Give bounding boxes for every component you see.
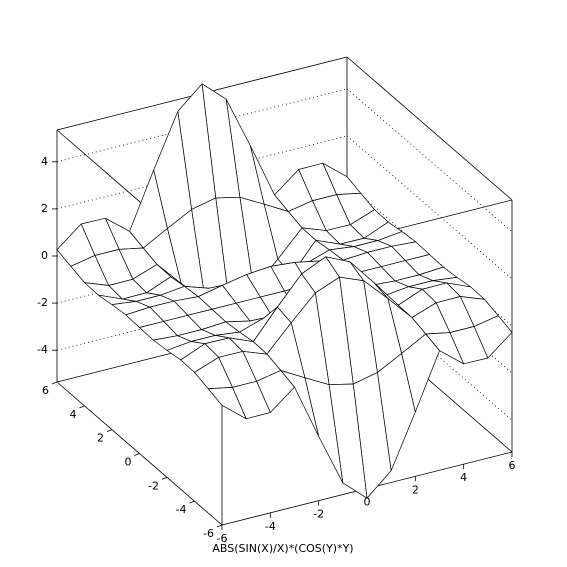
y-tick-label: 6 [42, 384, 49, 397]
grid-line [346, 135, 513, 280]
y-tick-label: -6 [203, 527, 214, 540]
x-tick-label: -4 [265, 520, 276, 533]
grid-line [346, 88, 513, 233]
z-tick-label: -4 [37, 343, 48, 356]
y-tick-label: -4 [176, 503, 187, 516]
y-tick [216, 524, 223, 528]
chart-title: ABS(SIN(X)/X)*(COS(Y)*Y) [212, 542, 353, 555]
y-tick [134, 453, 140, 456]
z-tick-label: -2 [37, 296, 48, 309]
box-edge [346, 56, 513, 201]
y-tick-label: 0 [125, 456, 132, 469]
y-tick-label: 2 [97, 432, 104, 445]
x-tick-label: -6 [217, 532, 228, 545]
surface-cell [207, 387, 247, 420]
x-tick-label: 6 [509, 459, 516, 472]
x-tick-label: 4 [460, 471, 467, 484]
y-tick-label: 4 [70, 408, 77, 421]
y-tick [189, 500, 195, 504]
y-tick [51, 381, 58, 385]
y-tick [106, 429, 113, 433]
y-tick-label: -2 [148, 479, 159, 492]
y-tick [79, 405, 85, 409]
z-tick-label: 2 [41, 202, 48, 215]
z-tick-label: 0 [41, 249, 48, 262]
x-tick-label: 2 [412, 483, 419, 496]
x-tick-label: -2 [313, 508, 324, 521]
x-tick-label: 0 [364, 496, 371, 509]
grid-line [346, 182, 513, 327]
y-tick [161, 476, 168, 480]
z-tick-label: 4 [41, 155, 48, 168]
